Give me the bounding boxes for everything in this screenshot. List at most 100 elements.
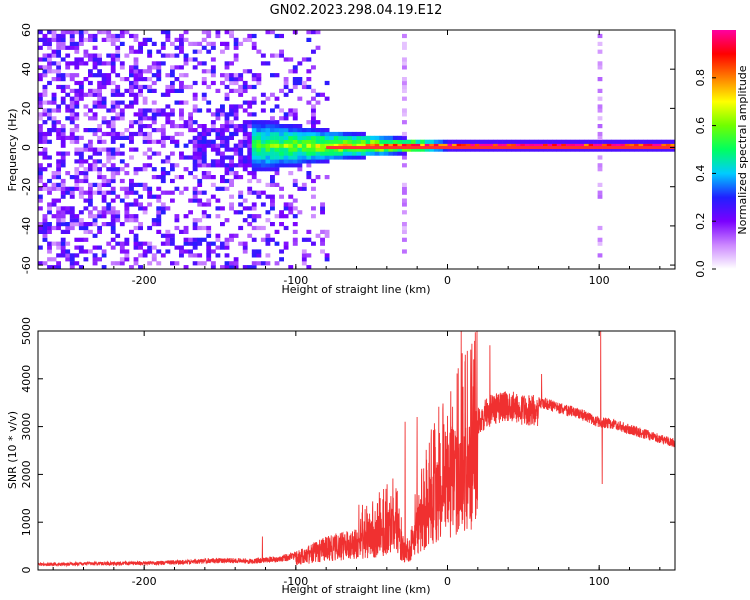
spectrogram-cell [265,151,271,156]
spectrogram-cell [88,88,93,93]
spectrogram-cell [320,202,325,207]
spectrogram-cell [147,131,153,137]
spectrogram-cell [301,249,307,254]
spectrogram-cell [279,222,284,227]
spectrogram-cell [324,155,330,160]
spectrogram-cell [147,53,153,58]
spectrogram-cell [251,206,257,211]
spectrogram-cell [288,131,294,137]
spectrogram-cell [292,77,298,82]
spectrogram-cell [74,151,80,156]
spectrogram-cell [224,124,230,129]
spectrogram-cell [133,147,139,152]
spectrogram-cell [115,57,121,62]
spectrogram-cell [283,214,289,219]
spectrogram-cell [483,143,489,148]
spectrogram-cell [197,41,203,46]
spectrogram-cell [283,116,289,121]
spectrogram-cell [69,88,75,93]
spectrogram-cell [515,143,521,148]
spectrogram-cell [288,135,294,140]
spectrogram-cell [147,84,153,90]
spectrogram-cell [88,214,93,219]
spectrogram-cell [311,96,316,101]
spectrogram-cell [124,128,130,133]
spectrogram-cell [133,198,139,203]
spectrogram-cell [206,108,212,113]
spectrogram-cell [69,210,75,215]
spectrogram-cell [306,139,312,144]
spectrogram-cell [333,151,339,156]
spectrogram-cell [306,143,312,148]
spectrogram-cell [183,120,189,125]
spectrogram-cell [188,139,193,144]
spectrogram-cell [279,147,284,152]
spectrogram-cell [511,139,517,144]
spectrogram-cell [433,139,439,144]
spectrogram-cell [224,237,230,242]
spectrogram-cell [74,65,80,70]
spectrogram-cell [183,167,189,172]
spectrogram-cell [78,171,84,176]
spectrogram-cell [174,261,180,266]
spectrogram-cell [174,143,180,148]
spectrogram-cell [183,61,189,66]
spectrogram-cell [197,178,203,184]
spectrogram-cell [260,143,266,148]
spectrogram-cell [279,155,284,160]
spectrogram-cell [347,155,353,160]
spectrogram-cell [251,253,257,258]
spectrogram-cell [69,33,75,39]
spectrogram-cell [260,202,266,207]
spectrogram-cell [247,37,253,42]
spectrogram-cell [192,120,198,125]
spectrogram-cell [315,30,321,35]
spectrogram-cell [38,112,43,117]
spectrogram-cell [206,30,212,35]
spectrogram-cell [106,210,112,215]
spectrogram-cell [597,241,603,246]
spectrogram-cell [133,112,139,117]
spectrogram-cell [342,139,348,144]
colorbar-ticks: 0.00.20.40.60.8 [694,69,716,278]
spectrogram-cell [110,120,116,125]
spectrogram-cell [201,96,207,101]
spectrogram-cell [78,37,84,42]
spectrogram-cell [552,147,557,152]
spectrogram-cell [138,120,143,125]
spectrogram-cell [529,147,535,152]
spectrogram-cell [251,33,257,39]
spectrogram-cell [47,30,52,35]
spectrogram-cell [365,143,371,148]
spectrogram-cell [238,84,244,90]
spectrogram-cell [110,100,116,105]
spectrogram-cell [88,202,93,207]
spectrogram-cell [192,167,198,172]
spectrogram-cell [147,108,153,113]
spectrogram-cell [365,151,371,156]
spectrogram-cell [192,237,198,242]
spectrogram-cell [106,120,112,125]
spectrogram-cell [60,88,66,93]
spectrogram-cell [133,73,139,78]
spectrogram-cell [51,241,57,246]
spectrogram-cell [260,61,266,66]
spectrogram-cell [60,241,66,246]
spectrogram-cell [292,151,298,156]
spectrogram-cell [201,225,207,231]
spectrogram-cell [229,61,234,66]
spectrogram-cell [320,249,325,254]
spectrogram-cell [201,159,207,164]
spectrogram-cell [301,237,307,242]
spectrogram-cell [597,139,603,144]
spectrogram-cell [270,92,275,97]
spectrogram-cell [210,261,216,266]
spectrogram-cell [388,139,394,144]
spectrogram-cell [60,124,66,129]
spectrogram-cell [224,73,230,78]
spectrogram-cell [311,49,316,54]
spectrogram-cell [283,163,289,168]
spectrogram-cell [402,198,407,203]
spectrogram-cell [288,163,294,168]
spectrogram-cell [220,139,225,144]
